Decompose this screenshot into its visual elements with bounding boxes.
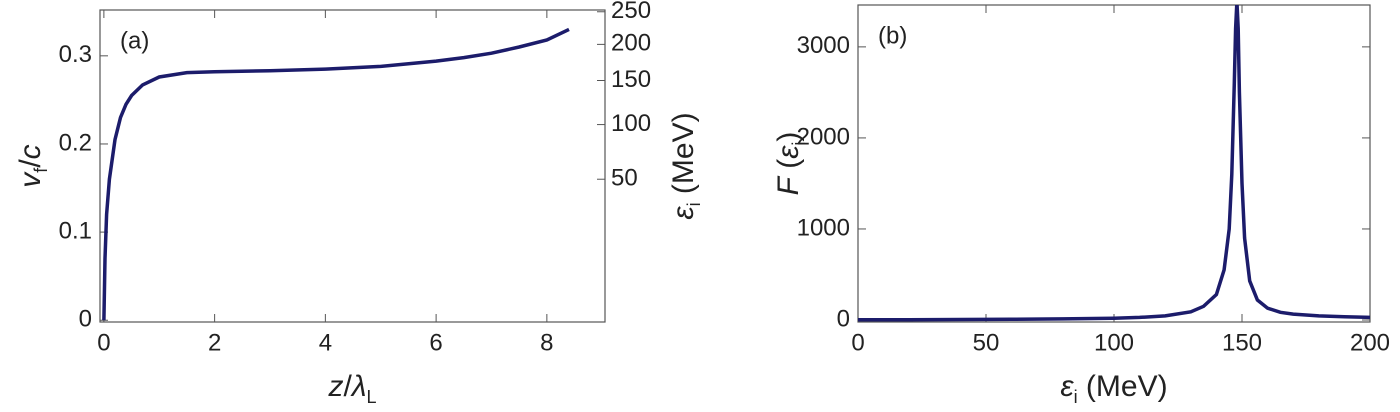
- label-part: /: [343, 370, 352, 403]
- label-part: z: [327, 370, 343, 403]
- data-line: [102, 27, 570, 321]
- y-tick-label: 1000: [797, 214, 850, 241]
- plot-frame: [99, 9, 606, 323]
- x-axis-label: εi (MeV): [1060, 370, 1167, 407]
- label-part: (: [772, 159, 805, 177]
- label-part: f: [31, 167, 51, 173]
- x-tick-label: 2: [208, 329, 221, 356]
- label-part: /: [14, 159, 47, 168]
- x-axis-label: z/λL: [327, 370, 376, 407]
- x-tick-label: 8: [540, 329, 553, 356]
- y-tick-label: 0: [837, 305, 850, 332]
- panel-label: (a): [120, 27, 149, 54]
- label-part: (MeV): [1078, 370, 1168, 403]
- label-part: ε: [667, 206, 700, 220]
- label-part: (MeV): [667, 112, 700, 202]
- y2-tick-label: 150: [611, 66, 651, 93]
- x-tick-label: 100: [1094, 329, 1134, 356]
- y-tick-label: 0.1: [59, 217, 92, 244]
- label-part: ε: [1060, 370, 1074, 403]
- y2-tick-label: 100: [611, 110, 651, 137]
- y2-axis-label: εi (MeV): [667, 112, 704, 219]
- label-part: λ: [350, 370, 367, 403]
- label-part: L: [367, 387, 377, 407]
- label-part: ε: [772, 145, 805, 159]
- label-part: F: [772, 175, 805, 195]
- plot-frame: [857, 4, 1371, 323]
- label-part: i: [1074, 387, 1078, 407]
- x-tick-label: 200: [1350, 329, 1390, 356]
- y-tick-label: 0.3: [59, 41, 92, 68]
- label-part: ): [772, 132, 805, 142]
- data-line: [858, 5, 1370, 322]
- y2-tick-label: 200: [611, 30, 651, 57]
- panel-label: (b): [878, 22, 907, 49]
- x-tick-label: 0: [851, 329, 864, 356]
- x-tick-label: 150: [1222, 329, 1262, 356]
- y-axis-label: F (εi): [772, 132, 809, 196]
- x-tick-label: 50: [973, 329, 1000, 356]
- y-tick-label: 0.2: [59, 129, 92, 156]
- y-tick-label: 3000: [797, 32, 850, 59]
- y2-tick-label: 50: [611, 165, 638, 192]
- x-tick-label: 4: [319, 329, 332, 356]
- label-part: v: [14, 171, 47, 188]
- y2-tick-label: 250: [611, 0, 651, 24]
- y-tick-label: 0: [79, 306, 92, 333]
- y-tick-label: 2000: [797, 123, 850, 150]
- x-tick-label: 0: [97, 329, 110, 356]
- y-axis-label: vf/c: [14, 144, 51, 187]
- x-tick-label: 6: [429, 329, 442, 356]
- label-part: i: [684, 202, 704, 206]
- label-part: i: [789, 142, 809, 146]
- label-part: c: [14, 144, 47, 159]
